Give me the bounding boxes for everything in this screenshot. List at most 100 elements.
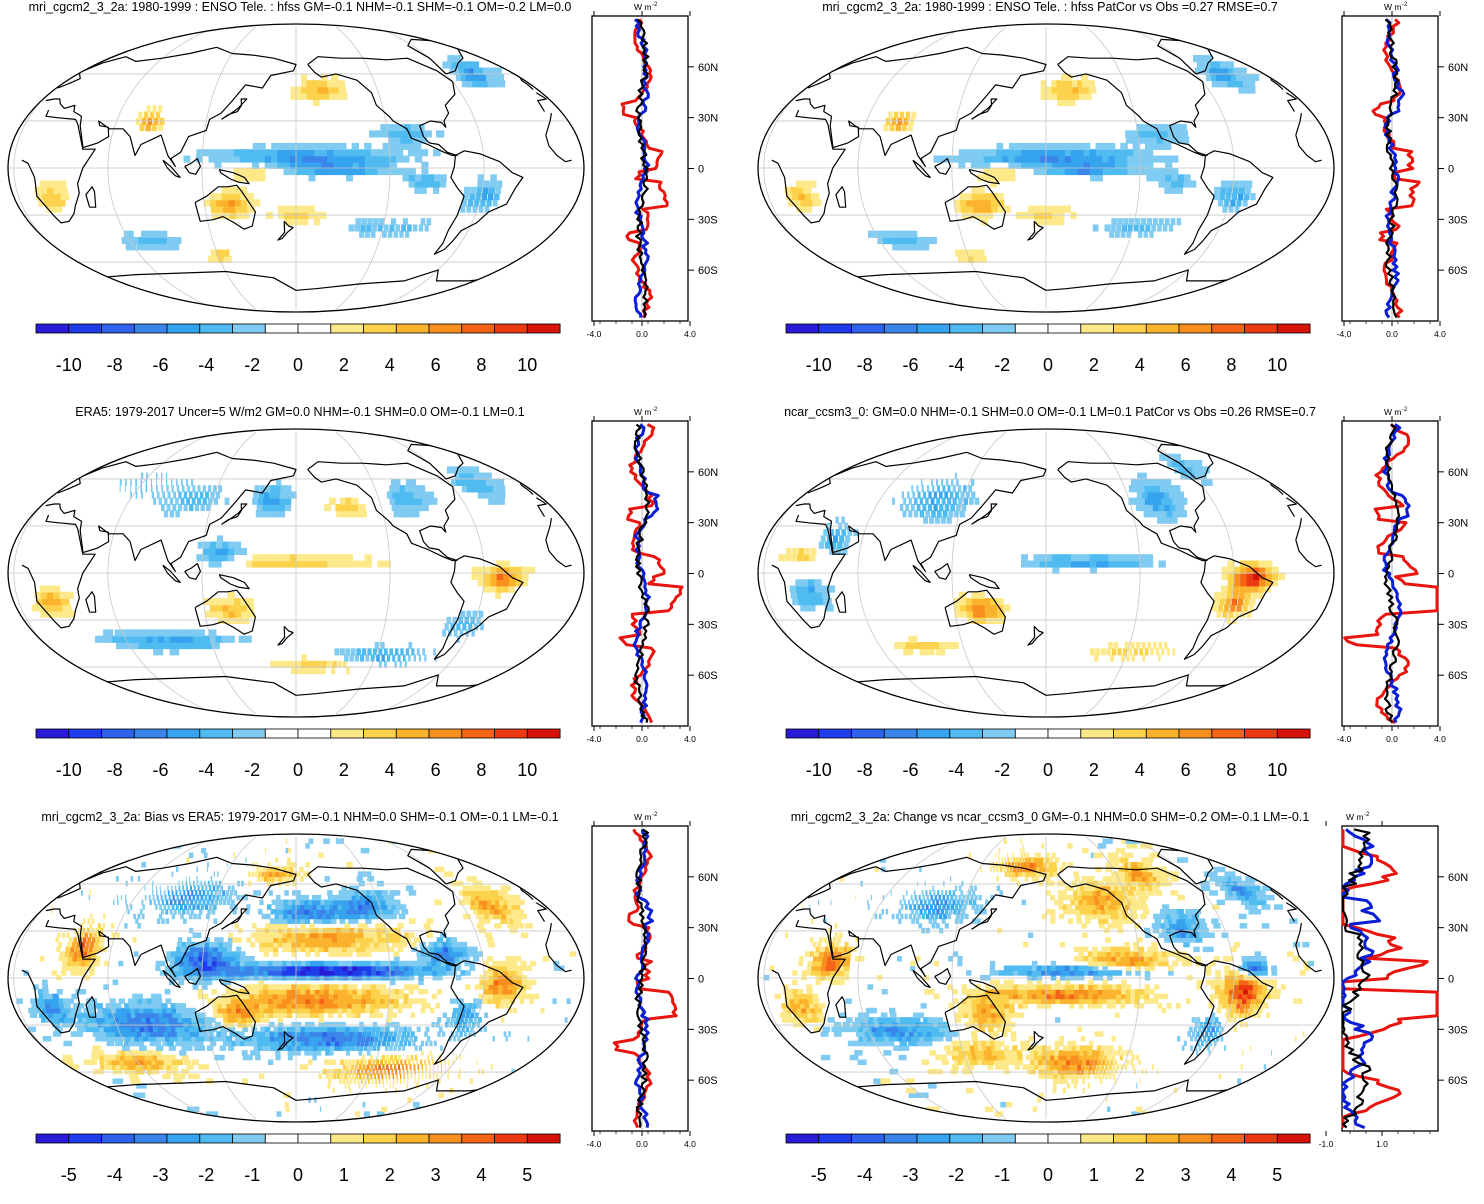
lat-tick-label: 60S: [698, 265, 718, 277]
colorbar-swatch: [200, 729, 233, 738]
colorbar-swatch: [1146, 1134, 1179, 1143]
colorbar-swatch: [134, 729, 167, 738]
colorbar-swatch: [1179, 1134, 1212, 1143]
colorbar-swatch: [429, 729, 462, 738]
world-map: [754, 421, 1338, 721]
colorbar-label: -4: [198, 760, 214, 780]
lat-tick-label: 60S: [1448, 265, 1468, 277]
colorbar-label: -2: [948, 1165, 964, 1185]
panel-era5: ERA5: 1979-2017 Uncer=5 W/m2 GM=0.0 NHM=…: [0, 405, 742, 799]
colorbar-label: 4: [1135, 355, 1145, 375]
colorbar-label: 10: [517, 355, 537, 375]
colorbar-swatch: [884, 1134, 917, 1143]
colorbar-label: 6: [1181, 355, 1191, 375]
colorbar-label: 8: [1226, 355, 1236, 375]
colorbar-label: 4: [385, 760, 395, 780]
colorbar-swatch: [527, 1134, 560, 1143]
colorbar-swatch: [462, 729, 495, 738]
colorbar-label: -6: [902, 355, 918, 375]
panel-title: mri_cgcm2_3_2a: Bias vs ERA5: 1979-2017 …: [0, 810, 600, 824]
lat-tick-label: 60S: [1448, 1075, 1468, 1087]
x-tick-label: 4.0: [1434, 329, 1446, 339]
colorbar-swatch: [331, 729, 364, 738]
colorbar-swatch: [331, 1134, 364, 1143]
colorbar-swatch: [298, 1134, 331, 1143]
units-exponent: -2: [1402, 407, 1408, 413]
colorbar-swatch: [1081, 729, 1114, 738]
colorbar-label: 10: [1267, 760, 1287, 780]
colorbar-label: -6: [902, 760, 918, 780]
colorbar-swatch: [364, 324, 397, 333]
lat-tick-label: 0: [1448, 164, 1454, 176]
colorbar-label: 6: [1181, 760, 1191, 780]
x-tick-label: 0.0: [636, 329, 648, 339]
colorbar-label: 0: [293, 355, 303, 375]
colorbar-swatch: [429, 324, 462, 333]
colorbar-label: 0: [293, 1165, 303, 1185]
x-tick-label: 4.0: [684, 1139, 696, 1149]
colorbar-label: 4: [1135, 760, 1145, 780]
colorbar-swatch: [396, 729, 429, 738]
units-label: W m: [634, 407, 651, 417]
colorbar-label: 8: [1226, 760, 1236, 780]
colorbar-swatch: [102, 324, 135, 333]
colorbar-swatch: [167, 324, 200, 333]
colorbar-swatch: [233, 324, 266, 333]
colorbar-label: -2: [244, 355, 260, 375]
colorbar-swatch: [1015, 1134, 1048, 1143]
colorbar-label: 2: [339, 760, 349, 780]
lat-tick-label: 60S: [1448, 670, 1468, 682]
colorbar-swatch: [1146, 729, 1179, 738]
colorbar-label: -8: [107, 760, 123, 780]
colorbar-swatch: [331, 324, 364, 333]
colorbar-swatch: [364, 1134, 397, 1143]
x-tick-label: -4.0: [587, 1139, 602, 1149]
colorbar-label: -8: [107, 355, 123, 375]
panel-ncar-ccsm3: ncar_ccsm3_0: GM=0.0 NHM=-0.1 SHM=0.0 OM…: [750, 405, 1484, 799]
x-tick-label: -1.0: [1319, 1139, 1334, 1149]
colorbar-swatch: [1277, 324, 1310, 333]
colorbar-label: 2: [1135, 1165, 1145, 1185]
colorbar-label: -6: [152, 355, 168, 375]
lat-tick-label: 30N: [698, 518, 718, 530]
lat-tick-label: 30S: [1448, 619, 1468, 631]
colorbar-swatch: [265, 729, 298, 738]
colorbar-label: 4: [385, 355, 395, 375]
colorbar-label: -3: [152, 1165, 168, 1185]
colorbar-label: -10: [56, 355, 82, 375]
colorbar-swatch: [1245, 1134, 1278, 1143]
colorbar-label: 10: [1267, 355, 1287, 375]
colorbar-swatch: [884, 729, 917, 738]
panel-change-vs-ncar: mri_cgcm2_3_2a: Change vs ncar_ccsm3_0 G…: [750, 810, 1484, 1204]
world-map: [754, 16, 1338, 316]
colorbar-swatch: [134, 324, 167, 333]
units-exponent: -2: [652, 407, 658, 413]
colorbar-swatch: [917, 729, 950, 738]
panel-title: ncar_ccsm3_0: GM=0.0 NHM=-0.1 SHM=0.0 OM…: [750, 405, 1350, 419]
units-exponent: -2: [652, 2, 658, 8]
lat-tick-label: 60S: [698, 1075, 718, 1087]
colorbar-swatch: [167, 729, 200, 738]
world-map: [4, 421, 588, 721]
lat-tick-label: 30N: [698, 113, 718, 125]
colorbar-label: 0: [1043, 760, 1053, 780]
units-label: W m: [634, 2, 651, 12]
colorbar-label: -5: [811, 1165, 827, 1185]
units-exponent: -2: [1402, 2, 1408, 8]
colorbar-label: 2: [1089, 355, 1099, 375]
x-tick-label: -4.0: [587, 329, 602, 339]
colorbar-label: -4: [948, 355, 964, 375]
colorbar-swatch: [233, 1134, 266, 1143]
lat-tick-label: 60N: [1448, 467, 1468, 479]
colorbar-swatch: [950, 729, 983, 738]
lat-tick-label: 30S: [1448, 214, 1468, 226]
colorbar-label: 2: [1089, 760, 1099, 780]
colorbar-label: -4: [198, 355, 214, 375]
colorbar-label: -4: [107, 1165, 123, 1185]
colorbar-label: -8: [857, 355, 873, 375]
lat-tick-label: 60N: [698, 62, 718, 74]
colorbar-label: 2: [339, 355, 349, 375]
colorbar-swatch: [396, 324, 429, 333]
